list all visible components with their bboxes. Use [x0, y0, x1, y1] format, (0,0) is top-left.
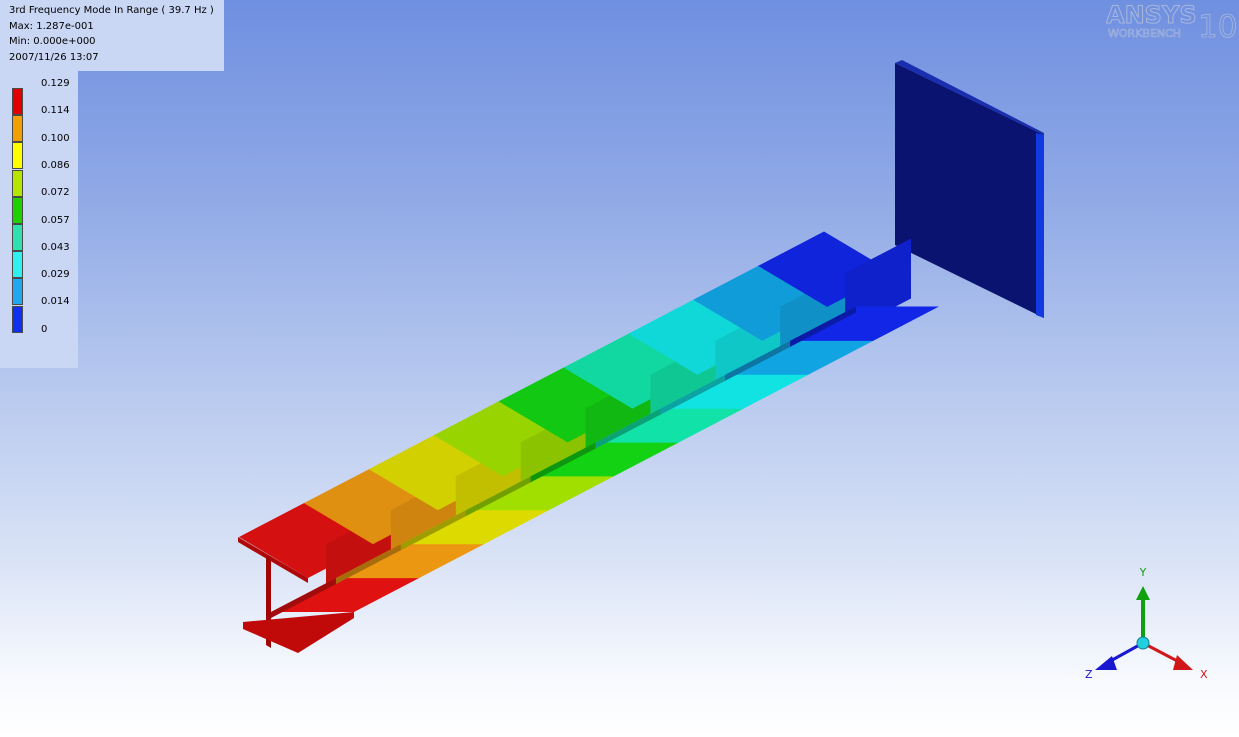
legend-swatch [12, 88, 23, 115]
legend-swatch [12, 251, 23, 279]
legend-tick-label: 0.043 [41, 241, 70, 253]
i-beam [238, 231, 939, 653]
beam-flange-edge-segment [465, 475, 532, 517]
beam-flange-edge-segment [725, 340, 792, 381]
beam-end-top-flange [238, 537, 308, 583]
logo-version: 10.0 [1198, 9, 1238, 41]
ansys-logo: ANSYS WORKBENCH 10.0 [1106, 1, 1238, 41]
legend-swatch [12, 224, 23, 251]
legend-tick-label: 0.086 [41, 159, 70, 171]
min-value: Min: 0.000e+000 [9, 36, 96, 47]
logo-product: WORKBENCH [1108, 27, 1181, 40]
beam-flange-edge-segment [400, 509, 467, 551]
beam-flange-edge-segment [595, 408, 662, 449]
beam-bottom-flange-segment [400, 509, 550, 545]
beam-bottom-flange-segment [271, 577, 420, 612]
x-axis-label: X [1200, 668, 1208, 681]
axis-triad[interactable]: Y Z X [1075, 560, 1215, 685]
legend-swatch [12, 169, 23, 197]
timestamp: 2007/11/26 13:07 [9, 51, 99, 63]
legend-tick-label: 0.014 [41, 296, 70, 308]
legend-tick-label: 0.129 [41, 78, 70, 89]
beam-bottom-flange-segment [660, 374, 810, 409]
legend-tick-label: 0.114 [41, 105, 70, 117]
legend-tick-label: 0.029 [41, 269, 70, 281]
legend-tick-label: 0 [41, 323, 48, 335]
beam-flange-edge-segment [660, 374, 727, 415]
legend-swatch [12, 196, 23, 224]
beam-end-bottom-flange [243, 612, 354, 653]
legend-tick-label: 0.057 [41, 214, 70, 226]
color-legend: 0.129 0.114 0.100 0.086 0.072 0.057 0.043 0.029… [0, 71, 78, 368]
beam-bottom-flange-segment [725, 340, 875, 375]
legend-swatch [12, 278, 23, 306]
beam-flange-edge-segment [335, 543, 402, 585]
legend-swatch [12, 115, 23, 143]
legend-tick-label: 0.100 [41, 132, 70, 144]
beam-bottom-flange-segment [335, 543, 485, 579]
z-axis-label: Z [1085, 668, 1093, 681]
logo-brand: ANSYS [1106, 1, 1197, 29]
beam-flange-edge-segment [790, 306, 856, 347]
beam-bottom-flange-segment [790, 306, 939, 341]
y-axis-label: Y [1139, 566, 1147, 579]
result-info-panel: 3rd Frequency Mode In Range ( 39.7 Hz ) … [0, 0, 224, 71]
end-plate [895, 60, 1044, 318]
beam-flange-edge-segment [530, 442, 597, 483]
beam-bottom-flange-segment [595, 408, 745, 443]
legend-swatch [12, 305, 23, 333]
beam-bottom-flange-segment [465, 475, 615, 511]
beam-flange-edge-segment [271, 577, 337, 618]
beam-bottom-flange-segment [530, 442, 680, 477]
max-value: Max: 1.287e-001 [9, 20, 94, 32]
result-title: 3rd Frequency Mode In Range ( 39.7 Hz ) [9, 5, 214, 16]
legend-tick-label: 0.072 [41, 187, 70, 199]
legend-swatch [12, 142, 23, 170]
